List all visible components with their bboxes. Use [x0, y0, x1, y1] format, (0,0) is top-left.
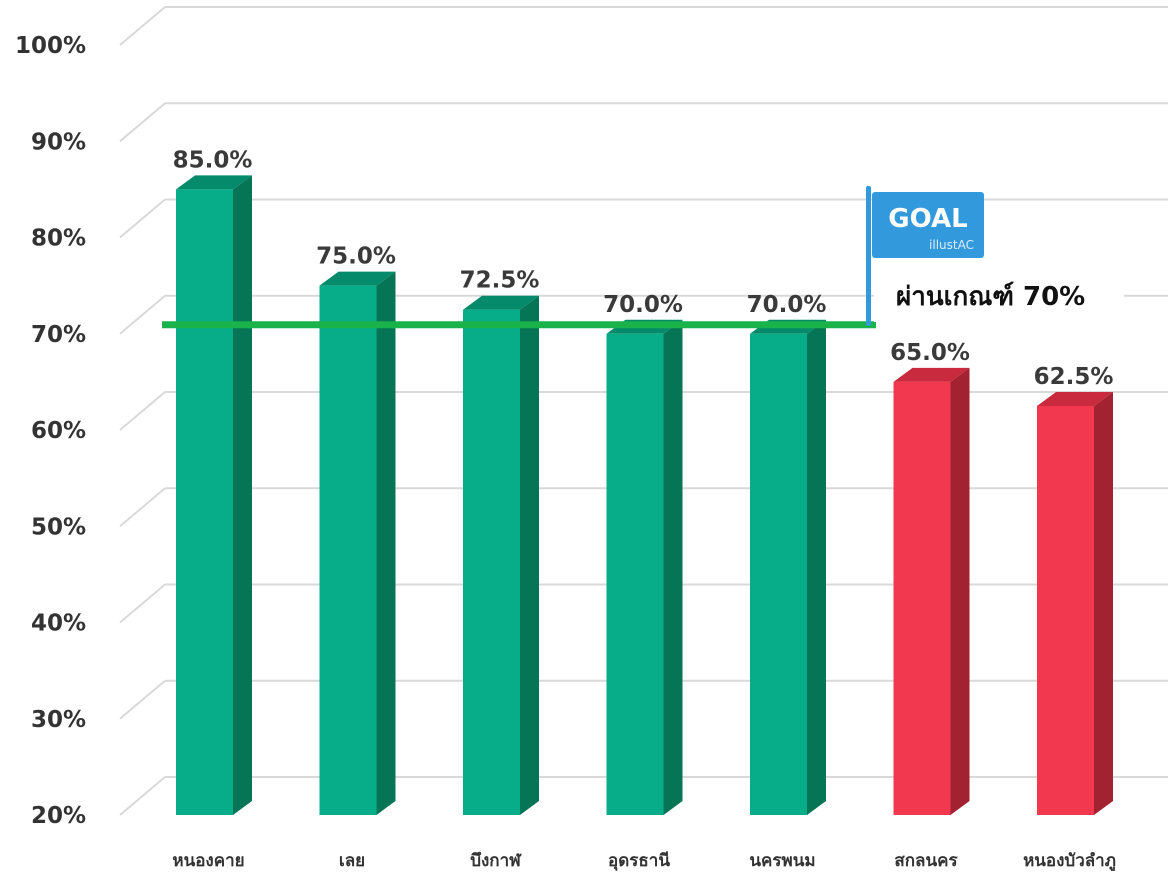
gridline-diagonal — [119, 776, 166, 816]
gridline-diagonal — [119, 102, 166, 143]
goal-flag-text: GOAL — [888, 204, 968, 234]
data-label: 75.0% — [316, 244, 396, 270]
flag-pole — [866, 186, 871, 326]
data-label: 70.0% — [603, 292, 683, 318]
gridline-diagonal — [119, 487, 166, 528]
gridline-diagonal — [119, 583, 166, 624]
bar-top — [893, 367, 970, 382]
x-tick-label: อุดรธานี — [608, 850, 670, 871]
x-tick-label: บึงกาฬ — [470, 851, 522, 871]
threshold-label: ผ่านเกณฑ์ 70% — [896, 281, 1086, 312]
y-tick-label: 70% — [31, 322, 86, 348]
y-tick-label: 100% — [15, 33, 86, 59]
bar-side — [376, 271, 396, 815]
bar — [463, 309, 520, 815]
bar — [1037, 405, 1094, 815]
threshold-label-box: ผ่านเกณฑ์ 70% — [874, 270, 1124, 322]
y-tick-label: 30% — [31, 707, 86, 733]
bar-side — [663, 319, 683, 815]
gridline-diagonal — [119, 679, 166, 720]
data-label: 62.5% — [1034, 364, 1114, 390]
bar-side — [520, 295, 539, 815]
gridline-diagonal — [119, 6, 166, 46]
y-tick-label: 40% — [31, 611, 86, 637]
x-tick-label: สกลนคร — [894, 851, 958, 871]
bar-side — [1094, 391, 1113, 815]
x-tick-label: เลย — [339, 851, 365, 871]
goal-flag-watermark: illustAC — [929, 238, 974, 252]
bar — [893, 381, 951, 815]
y-tick-label: 60% — [31, 418, 86, 444]
x-tick-label: หนองบัวลำภู — [1023, 851, 1116, 872]
bar-top — [176, 175, 252, 190]
gridline-diagonal — [119, 294, 166, 335]
bar-top — [1037, 391, 1113, 406]
data-label: 72.5% — [460, 268, 540, 294]
y-tick-label: 50% — [31, 514, 86, 540]
bar — [176, 189, 233, 815]
bar-top — [319, 271, 396, 286]
y-tick-label: 20% — [31, 803, 86, 829]
y-tick-label: 90% — [31, 129, 86, 155]
bar — [750, 333, 807, 815]
bar-side — [950, 367, 970, 815]
flag-cloth: GOAL illustAC — [872, 192, 984, 258]
gridline-diagonal — [119, 391, 166, 431]
data-label: 70.0% — [747, 292, 827, 318]
bar — [606, 333, 664, 815]
y-tick-label: 80% — [31, 226, 86, 252]
x-tick-label: หนองคาย — [172, 851, 244, 871]
x-tick-label: นครพนม — [749, 851, 815, 871]
bar — [319, 285, 377, 815]
goal-flag-icon: GOAL illustAC — [866, 186, 986, 326]
gridline-diagonal — [119, 198, 166, 239]
bar-side — [233, 175, 252, 815]
bar-top — [463, 295, 539, 310]
data-label: 85.0% — [173, 147, 253, 173]
bar-side — [807, 319, 826, 815]
data-label: 65.0% — [890, 340, 970, 366]
